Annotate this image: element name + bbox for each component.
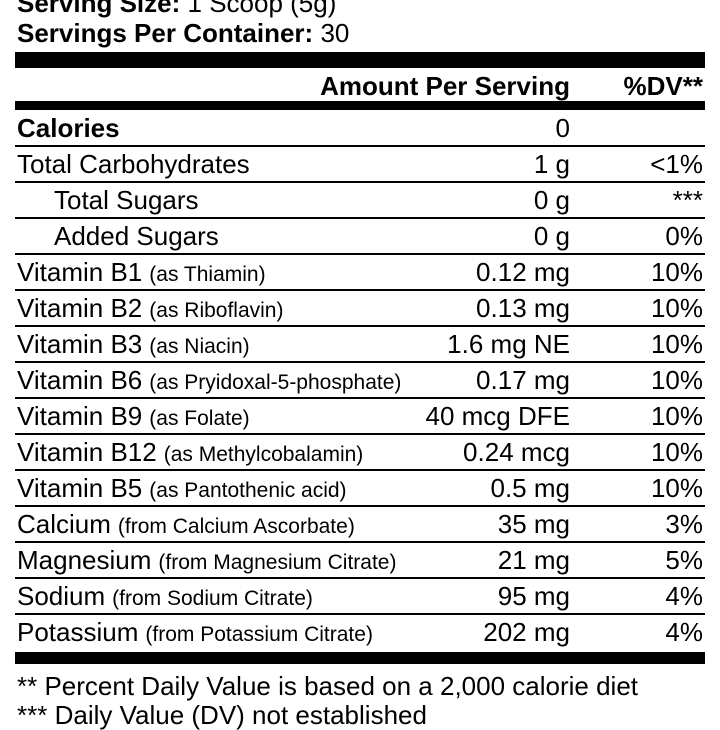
daily-value: 0%	[665, 221, 703, 251]
daily-value: 10%	[650, 473, 703, 503]
row-rule	[15, 253, 705, 255]
nutrient: Magnesium (from Magnesium Citrate)	[17, 545, 396, 578]
serving-size: Serving Size: 1 Scoop (5g)	[17, 0, 336, 18]
nutrient-note: (from Calcium Ascorbate)	[117, 515, 355, 538]
daily-value: <1%	[650, 149, 703, 179]
nutrient-note: (as Thiamin)	[149, 263, 266, 286]
nutrient-note: (from Potassium Citrate)	[145, 623, 373, 646]
nutrient: Total Carbohydrates	[17, 149, 250, 179]
thick-rule	[15, 52, 705, 68]
amount: 0 g	[533, 185, 570, 215]
daily-value: 10%	[650, 365, 703, 395]
amount: 0	[555, 113, 570, 143]
nutrient-name: Vitamin B9	[17, 401, 143, 431]
amount: 40 mcg DFE	[425, 401, 571, 431]
nutrient-name: Sodium	[17, 581, 106, 611]
servings-value: 30	[320, 18, 350, 48]
daily-value: 4%	[665, 581, 703, 611]
footnote: *** Daily Value (DV) not established	[17, 700, 427, 730]
row-rule	[15, 469, 705, 471]
nutrient-note: (as Pantothenic acid)	[149, 479, 347, 502]
footnote: ** Percent Daily Value is based on a 2,0…	[17, 671, 639, 701]
nutrient-name: Calories	[17, 113, 120, 143]
daily-value: 10%	[650, 293, 703, 323]
dv-header: %DV**	[623, 71, 703, 101]
nutrient-name: Vitamin B6	[17, 365, 143, 395]
row-rule	[15, 217, 705, 219]
nutrient: Potassium (from Potassium Citrate)	[17, 617, 373, 650]
row-rule	[15, 505, 705, 507]
thick-rule	[15, 101, 705, 110]
row-rule	[15, 397, 705, 399]
servings-label: Servings Per Container:	[17, 18, 314, 48]
nutrient-name: Vitamin B5	[17, 473, 143, 503]
nutrient: Vitamin B6 (as Pryidoxal-5-phosphate)	[17, 365, 401, 398]
nutrient: Calcium (from Calcium Ascorbate)	[17, 509, 355, 542]
nutrient: Added Sugars	[54, 221, 219, 251]
row-rule	[15, 541, 705, 543]
nutrient: Total Sugars	[54, 185, 199, 215]
nutrient: Sodium (from Sodium Citrate)	[17, 581, 313, 614]
row-rule	[15, 289, 705, 291]
daily-value: 10%	[650, 401, 703, 431]
row-rule	[15, 613, 705, 615]
amount: 0 g	[533, 221, 570, 251]
nutrient-name: Vitamin B12	[17, 437, 157, 467]
nutrient: Vitamin B9 (as Folate)	[17, 401, 250, 434]
amount: 35 mg	[497, 509, 570, 539]
serving-size-label: Serving Size:	[17, 0, 181, 18]
amount: 0.13 mg	[476, 293, 570, 323]
amount: 0.17 mg	[476, 365, 570, 395]
row-rule	[15, 577, 705, 579]
nutrient-note: (as Folate)	[149, 407, 250, 430]
amount: 0.24 mcg	[463, 437, 570, 467]
servings-per-container: Servings Per Container: 30	[17, 18, 349, 48]
nutrient-note: (from Magnesium Citrate)	[158, 551, 397, 574]
nutrient-name: Vitamin B3	[17, 329, 143, 359]
nutrient: Vitamin B12 (as Methylcobalamin)	[17, 437, 363, 470]
daily-value: 10%	[650, 329, 703, 359]
nutrient-note: (as Riboflavin)	[149, 299, 284, 322]
nutrient: Vitamin B2 (as Riboflavin)	[17, 293, 283, 326]
daily-value: 3%	[665, 509, 703, 539]
nutrient-note: (as Methylcobalamin)	[163, 443, 364, 466]
row-rule	[15, 433, 705, 435]
nutrient-name: Magnesium	[17, 545, 152, 575]
amount: 21 mg	[497, 545, 570, 575]
nutrient: Vitamin B1 (as Thiamin)	[17, 257, 266, 290]
row-rule	[15, 325, 705, 327]
daily-value: 10%	[650, 437, 703, 467]
nutrient-name: Vitamin B1	[17, 257, 143, 287]
nutrient-name: Potassium	[17, 617, 139, 647]
nutrient-name: Vitamin B2	[17, 293, 143, 323]
daily-value: ***	[672, 185, 703, 215]
amount: 202 mg	[483, 617, 570, 647]
row-rule	[15, 181, 705, 183]
daily-value: 10%	[650, 257, 703, 287]
nutrient-note: (as Pryidoxal-5-phosphate)	[149, 371, 402, 394]
nutrient-name: Calcium	[17, 509, 111, 539]
thick-rule	[15, 652, 705, 664]
amount: 0.5 mg	[490, 473, 571, 503]
amount: 1 g	[533, 149, 570, 179]
row-rule	[15, 145, 705, 147]
amount: 1.6 mg NE	[447, 329, 570, 359]
nutrient-name: Total Sugars	[54, 185, 199, 215]
nutrient-note: (as Niacin)	[149, 335, 250, 358]
nutrient-note: (from Sodium Citrate)	[112, 587, 313, 610]
nutrient-name: Added Sugars	[54, 221, 219, 251]
amount-header: Amount Per Serving	[320, 71, 570, 101]
amount: 0.12 mg	[476, 257, 570, 287]
row-rule	[15, 361, 705, 363]
serving-size-value: 1 Scoop (5g)	[187, 0, 337, 18]
nutrient: Vitamin B3 (as Niacin)	[17, 329, 250, 362]
daily-value: 5%	[665, 545, 703, 575]
amount: 95 mg	[497, 581, 570, 611]
daily-value: 4%	[665, 617, 703, 647]
nutrient-name: Total Carbohydrates	[17, 149, 250, 179]
nutrient: Vitamin B5 (as Pantothenic acid)	[17, 473, 347, 506]
nutrient: Calories	[17, 113, 120, 143]
